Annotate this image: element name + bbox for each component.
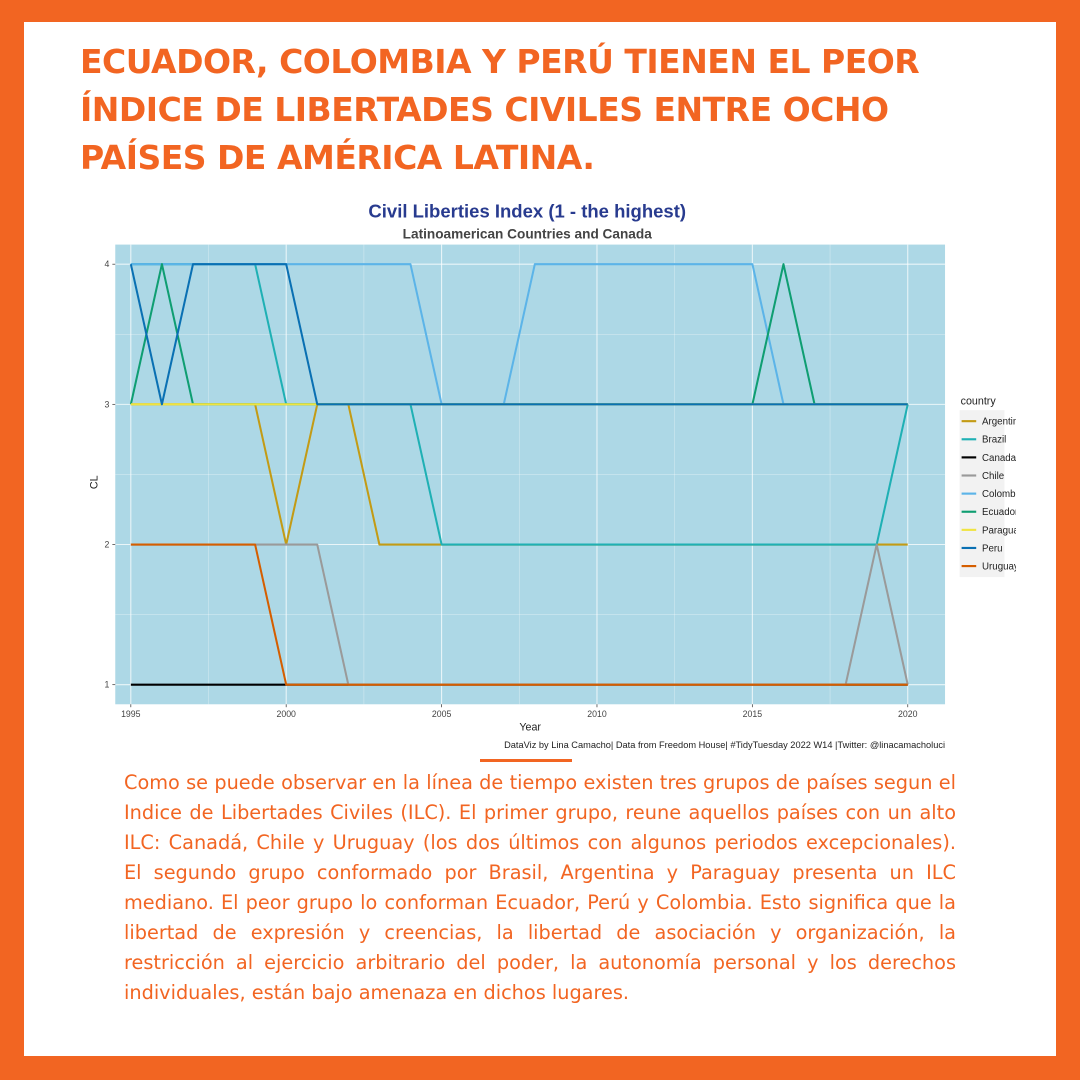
poster-card: ECUADOR, COLOMBIA Y PERÚ TIENEN EL PEOR … <box>24 22 1056 1056</box>
y-tick-label: 1 <box>105 680 110 690</box>
y-tick-label: 3 <box>105 399 110 409</box>
legend-label-brazil: Brazil <box>982 435 1006 446</box>
series-line-peru <box>129 263 908 406</box>
legend-title: country <box>961 395 997 407</box>
x-tick-label: 1995 <box>121 709 141 719</box>
plot-panel <box>115 244 946 705</box>
y-axis-ticks: 1 2 3 4 <box>105 259 116 690</box>
legend-label-colombia: Colombia <box>982 489 1016 500</box>
civil-liberties-chart: Civil Liberties Index (1 - the highest) … <box>89 200 1016 750</box>
chart-container: Civil Liberties Index (1 - the highest) … <box>56 192 1016 752</box>
chart-subtitle: Latinoamerican Countries and Canada <box>403 227 653 242</box>
y-tick-label: 4 <box>105 259 110 269</box>
legend-label-uruguay: Uruguay <box>982 561 1016 572</box>
legend-label-ecuador: Ecuador <box>982 507 1016 518</box>
series-lines <box>129 263 909 686</box>
legend-label-peru: Peru <box>982 543 1003 554</box>
chart-caption: DataViz by Lina Camacho| Data from Freed… <box>504 740 945 750</box>
x-tick-label: 2000 <box>276 709 296 719</box>
y-axis-title: CL <box>89 475 101 489</box>
x-tick-label: 2020 <box>898 709 918 719</box>
x-tick-label: 2015 <box>743 709 763 719</box>
legend-label-chile: Chile <box>982 471 1004 482</box>
legend: country Argentina Brazil Canada Chile Colomb… <box>959 395 1016 578</box>
series-line-uruguay <box>130 543 908 686</box>
legend-label-canada: Canada <box>982 453 1016 464</box>
x-axis-title: Year <box>519 722 541 734</box>
y-tick-label: 2 <box>105 539 110 549</box>
headline: ECUADOR, COLOMBIA Y PERÚ TIENEN EL PEOR … <box>80 42 920 177</box>
chart-title: Civil Liberties Index (1 - the highest) <box>368 200 686 221</box>
divider <box>480 759 572 762</box>
x-tick-label: 2005 <box>432 709 452 719</box>
series-line-brazil <box>130 263 909 546</box>
legend-label-paraguay: Paraguay <box>982 525 1016 536</box>
x-axis-ticks: 1995 2000 2005 2010 2015 2020 <box>121 704 918 719</box>
legend-label-argentina: Argentina <box>982 417 1016 428</box>
body-paragraph: Como se puede observar en la línea de ti… <box>124 771 956 1004</box>
x-tick-label: 2010 <box>587 709 607 719</box>
